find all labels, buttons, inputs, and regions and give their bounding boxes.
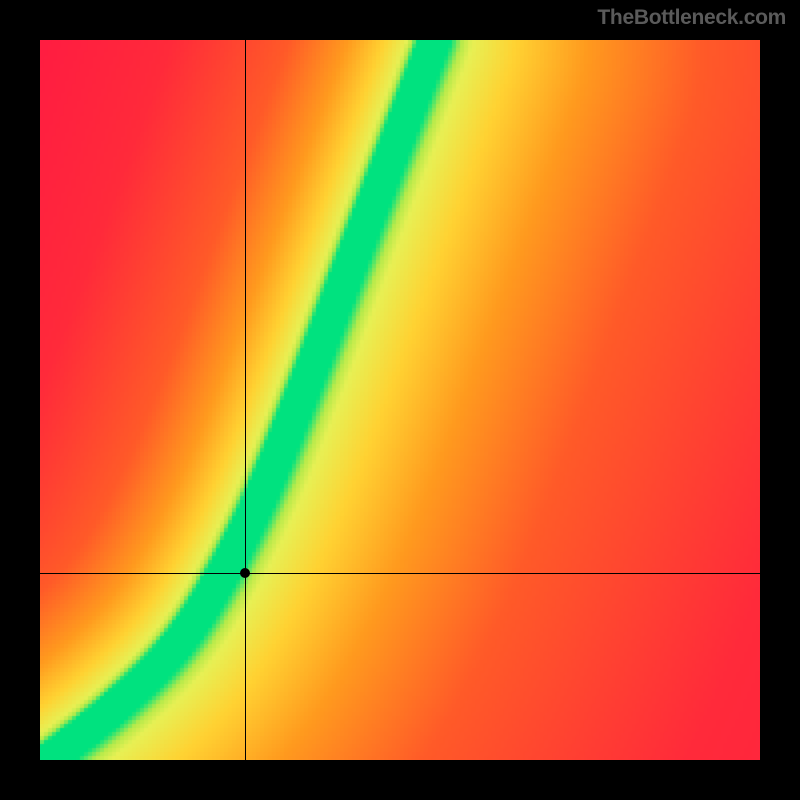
heatmap-canvas	[40, 40, 760, 760]
watermark-text: TheBottleneck.com	[597, 6, 786, 30]
bottleneck-heatmap	[40, 40, 760, 760]
crosshair-vertical	[245, 40, 246, 760]
crosshair-horizontal	[40, 573, 760, 574]
selection-marker	[240, 568, 250, 578]
